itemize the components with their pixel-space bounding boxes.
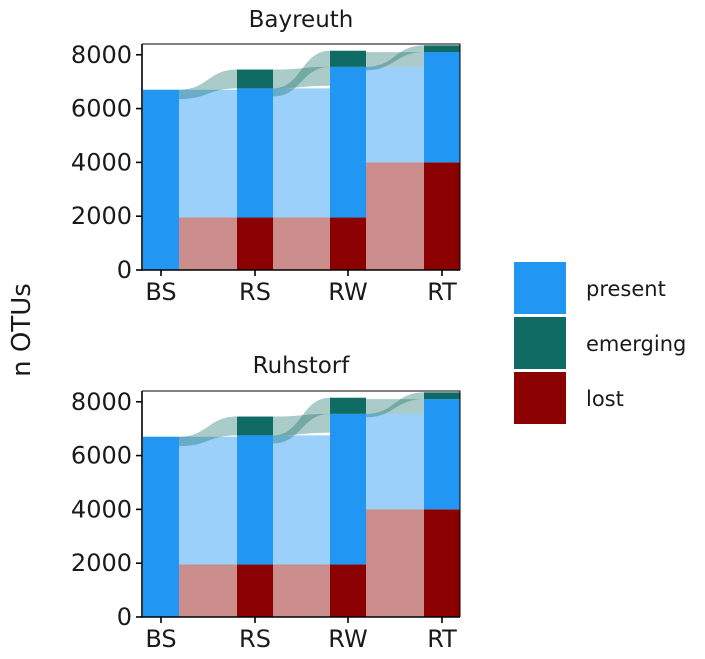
bar-RW-lost	[330, 564, 366, 617]
y-tick-label: 6000	[71, 442, 132, 470]
flow-emerging-to-present	[273, 66, 330, 89]
bar-RW-emerging	[330, 50, 366, 67]
flow-emerging	[179, 69, 237, 100]
y-tick-label: 0	[117, 256, 132, 284]
x-tick-label: RW	[328, 625, 367, 653]
x-tick-label: RW	[328, 278, 367, 306]
flow-emerging	[179, 416, 237, 447]
legend-key-present	[514, 262, 566, 314]
panel-title: Bayreuth	[249, 7, 354, 33]
bar-RW-present	[330, 66, 366, 218]
x-tick-label: RS	[239, 278, 271, 306]
bar-RW-lost	[330, 217, 366, 270]
flow-present	[273, 435, 330, 565]
flow-emerging	[273, 397, 330, 444]
panel-ruhstorf: Ruhstorf 0 2000 4000 6000 8000 BS RS RW RT	[71, 353, 461, 653]
bar-RT-lost	[424, 509, 460, 617]
y-tick-label: 2000	[71, 549, 132, 577]
y-tick-label: 8000	[71, 388, 132, 416]
bar-RS-present	[237, 88, 273, 218]
y-tick-label: 2000	[71, 202, 132, 230]
flow-present	[179, 436, 237, 565]
flow-present	[366, 66, 424, 163]
bar-RT-lost	[424, 162, 460, 270]
legend-label-emerging: emerging	[586, 332, 686, 356]
bar-RW-emerging	[330, 397, 366, 414]
y-axis-title: n OTUs	[7, 283, 37, 377]
flow-emerging	[273, 50, 330, 97]
plot-border	[142, 390, 461, 617]
legend-label-present: present	[586, 277, 666, 301]
bar-RT-emerging	[424, 392, 460, 400]
flow-lost	[366, 217, 424, 270]
x-tick-label: RT	[427, 278, 457, 306]
plot-area: 0 2000 4000 6000 8000 BS RS RW RT	[71, 41, 461, 306]
bar-RT-present	[424, 52, 460, 163]
legend-key-emerging	[514, 317, 566, 369]
x-tick-label: BS	[145, 625, 176, 653]
flow-emerging-to-present	[273, 413, 330, 436]
bar-RS-present	[237, 435, 273, 565]
bar-RS-lost	[237, 217, 273, 270]
flow-emerging-to-present	[366, 399, 424, 414]
y-tick-label: 4000	[71, 495, 132, 523]
plot-background	[142, 391, 460, 617]
plot-border	[142, 43, 461, 270]
flow-present	[366, 413, 424, 510]
x-tick-label: RS	[239, 625, 271, 653]
legend-key-lost	[514, 372, 566, 424]
y-tick-label: 8000	[71, 41, 132, 69]
flow-present-to-lost	[366, 509, 424, 565]
x-tick-label: RT	[427, 625, 457, 653]
flow-present	[179, 89, 237, 218]
flow-lost	[366, 564, 424, 617]
bar-RS-emerging	[237, 416, 273, 436]
flow-emerging-to-present	[366, 52, 424, 67]
legend: present emerging lost	[514, 262, 686, 424]
flow-lost	[273, 217, 330, 270]
y-tick-label: 0	[117, 603, 132, 631]
y-tick-label: 4000	[71, 148, 132, 176]
flow-present-to-lost	[179, 564, 237, 617]
flow-present-to-lost	[366, 162, 424, 218]
y-tick-label: 6000	[71, 95, 132, 123]
bar-RW-present	[330, 413, 366, 565]
flow-emerging	[366, 45, 424, 71]
panel-title: Ruhstorf	[253, 353, 351, 379]
bar-BS-present	[143, 89, 179, 270]
bar-RT-emerging	[424, 45, 460, 53]
plot-background	[142, 44, 460, 270]
panel-bayreuth: Bayreuth 0 2000 4000 6000 8000 BS RS RW RT	[71, 7, 461, 306]
bar-RS-lost	[237, 564, 273, 617]
flow-present	[273, 88, 330, 218]
plot-area: 0 2000 4000 6000 8000 BS RS RW RT	[71, 388, 461, 653]
legend-label-lost: lost	[586, 387, 624, 411]
flow-emerging	[366, 392, 424, 418]
x-tick-label: BS	[145, 278, 176, 306]
bar-RT-present	[424, 399, 460, 510]
flow-lost	[273, 564, 330, 617]
flow-present-to-lost	[179, 217, 237, 270]
bar-RS-emerging	[237, 69, 273, 89]
bar-BS-present	[143, 436, 179, 617]
